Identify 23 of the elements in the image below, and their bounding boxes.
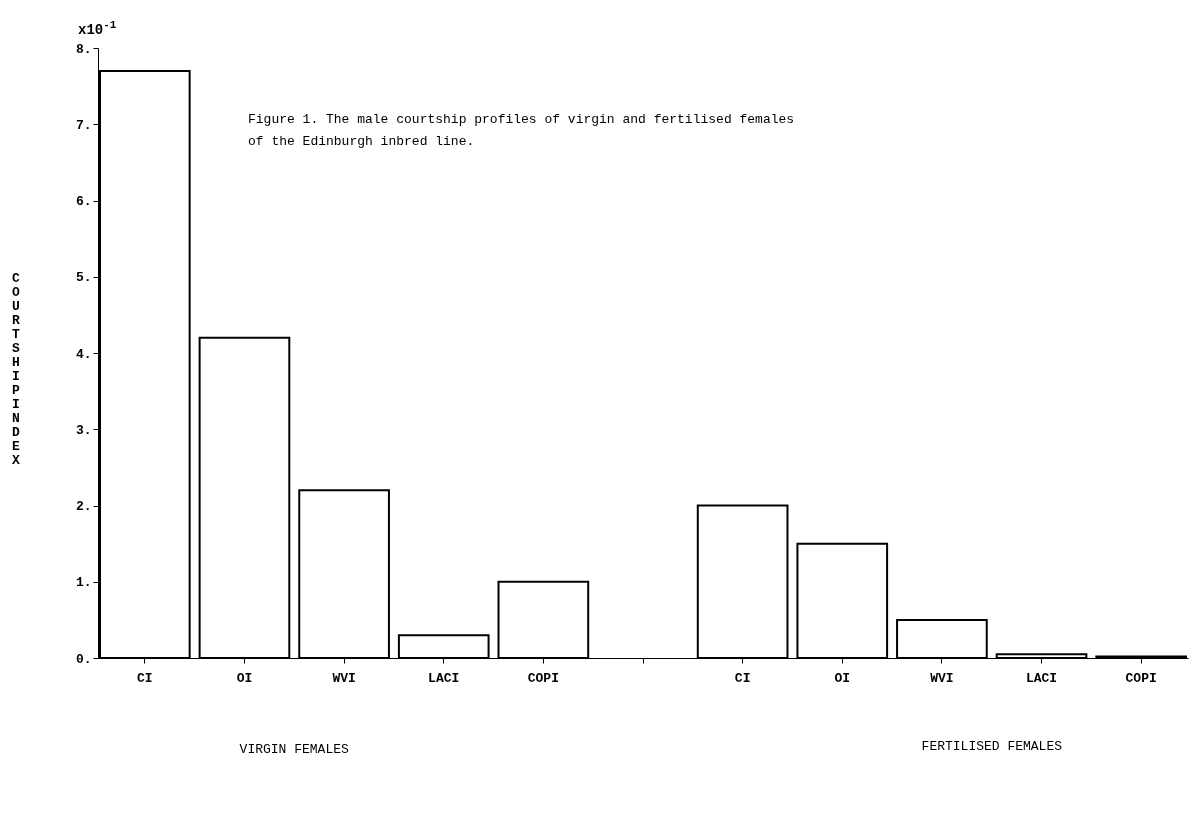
x-tick-label: WVI	[332, 670, 356, 686]
y-tick-label: 7.	[75, 117, 92, 133]
x-tick-label: LACI	[1025, 670, 1058, 686]
y-tick-label: 2.	[75, 499, 92, 514]
text: COURTSHIP INDEX	[12, 271, 20, 468]
y-tick-label: 3.	[75, 422, 92, 438]
x-tick-label: COPI	[1125, 670, 1157, 686]
x-tick-label: WVI	[930, 670, 954, 686]
x-tick-label: OI	[236, 670, 253, 686]
text: VIRGIN FEMALES	[239, 742, 350, 757]
y-tick-label: 1.	[75, 575, 92, 591]
x-tick-label: COPI	[527, 670, 559, 686]
annotation: Figure 1. The male courtship profiles of virgin and fertilised females of the Edinburgh inbred line.	[248, 112, 795, 149]
y-tick-label: 6.	[75, 194, 92, 209]
x-tick-label: LACI	[428, 670, 460, 686]
x-tick-label: CI	[734, 670, 751, 686]
y-tick-label: 5.	[75, 270, 92, 286]
text: FERTILISED FEMALES	[921, 739, 1063, 754]
y-tick-label: 8.	[75, 41, 92, 57]
y-tick-label: 0.	[75, 651, 92, 667]
y-tick-label: 4.	[75, 346, 92, 362]
x-tick-label: CI	[137, 670, 153, 686]
x-tick-label: OI	[834, 670, 851, 686]
